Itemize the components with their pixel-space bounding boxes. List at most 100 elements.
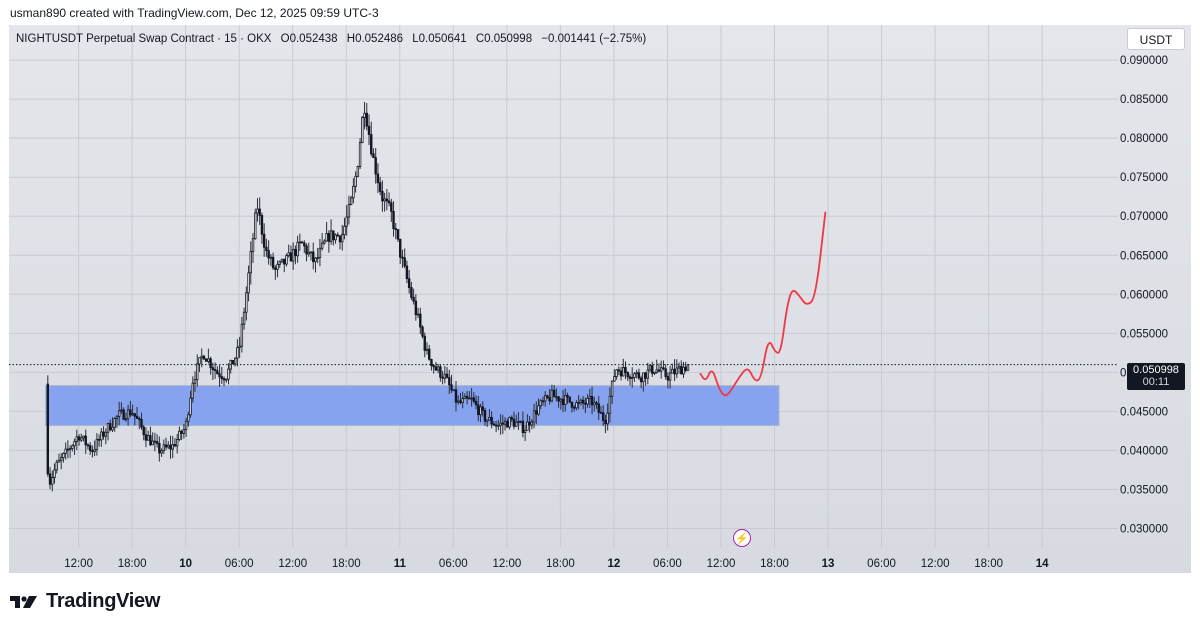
candle-up (461, 398, 464, 403)
candle-down (483, 409, 487, 422)
x-tick-label: 12:00 (707, 558, 736, 570)
candle-down (604, 420, 607, 425)
x-tick-label: 12 (608, 558, 621, 570)
candle-down (624, 367, 627, 373)
candle-up (526, 421, 529, 431)
candle-up (519, 420, 522, 423)
y-tick-label: 0.090000 (1120, 55, 1168, 67)
candle-down (144, 434, 148, 441)
candle-down (450, 384, 453, 391)
candle-up (579, 399, 583, 403)
candle-up (659, 367, 663, 372)
candle-up (242, 311, 246, 325)
candle-up (646, 369, 650, 379)
candle-down (448, 377, 451, 386)
y-tick-label: 0.040000 (1120, 445, 1168, 457)
candle-up (178, 430, 181, 440)
candle-down (459, 400, 462, 403)
candle-down (492, 423, 496, 426)
lightning-icon[interactable]: ⚡ (733, 529, 751, 547)
candle-up (383, 198, 386, 202)
candle-down (673, 368, 676, 375)
candle-down (367, 125, 371, 135)
candle-down (133, 413, 137, 417)
candle-down (204, 358, 208, 362)
legend-open: O0.052438 (280, 33, 338, 45)
candle-up (251, 238, 255, 252)
candle-down (506, 420, 509, 428)
candle-up (503, 420, 507, 425)
candle-down (510, 417, 513, 420)
candle-down (528, 421, 531, 426)
candle-up (497, 424, 500, 427)
tradingview-mark-icon (10, 595, 37, 608)
candle-down (153, 440, 157, 443)
candle-up (316, 257, 319, 260)
y-tick-label: 0.065000 (1120, 250, 1168, 262)
candle-up (53, 469, 56, 478)
y-tick-label: 0.060000 (1120, 289, 1168, 301)
candle-up (675, 367, 679, 375)
candle-down (428, 348, 431, 360)
legend-symbol: NIGHTUSDT Perpetual Swap Contract · 15 ·… (16, 33, 272, 45)
candle-up (452, 389, 455, 392)
candle-down (140, 419, 143, 428)
candle-up (167, 444, 170, 448)
candle-up (59, 457, 63, 461)
candle-down (465, 395, 469, 399)
x-tick-label: 12:00 (64, 558, 93, 570)
candle-up (323, 240, 326, 244)
candle-down (218, 373, 221, 378)
candle-up (171, 444, 174, 450)
candle-down (680, 365, 683, 375)
candle-down (512, 418, 516, 427)
candle-down (365, 112, 368, 127)
candle-up (608, 395, 612, 414)
candle-down (445, 373, 449, 378)
y-tick-label: 0.070000 (1120, 211, 1168, 223)
x-tick-label: 06:00 (225, 558, 254, 570)
candle-down (407, 278, 411, 288)
candle-down (419, 313, 422, 328)
chart-pane[interactable] (9, 25, 1191, 573)
candle-down (601, 412, 605, 421)
candle-up (146, 435, 150, 441)
candle-down (109, 423, 112, 431)
candle-down (666, 376, 670, 381)
candle-down (541, 400, 545, 403)
candle-up (610, 380, 614, 397)
candle-up (358, 142, 362, 167)
candle-up (314, 257, 317, 263)
candle-down (684, 366, 687, 371)
candle-down (305, 245, 308, 255)
support-zone-rect (45, 385, 780, 426)
candle-up (633, 373, 636, 378)
candle-down (561, 398, 565, 406)
candle-down (412, 296, 415, 302)
candle-down (405, 265, 409, 280)
candle-up (162, 444, 165, 452)
candle-down (84, 435, 87, 446)
candle-down (327, 233, 331, 242)
candle-up (198, 357, 201, 365)
candle-down (202, 355, 206, 360)
candle-down (180, 430, 183, 434)
candle-down (501, 422, 505, 425)
candle-up (285, 255, 288, 265)
candle-up (100, 431, 103, 441)
candle-up (298, 241, 302, 244)
candle-up (320, 242, 324, 249)
x-tick-label: 11 (394, 558, 407, 570)
currency-button[interactable]: USDT (1127, 28, 1185, 50)
candle-down (378, 182, 382, 192)
candle-up (347, 204, 351, 218)
candle-down (401, 256, 404, 259)
tradingview-logo[interactable]: TradingView (10, 590, 160, 613)
candle-up (532, 410, 536, 423)
candle-down (303, 242, 306, 247)
candle-up (276, 263, 279, 270)
legend-close: C0.050998 (475, 33, 533, 45)
candle-down (312, 251, 315, 263)
candle-down (570, 401, 574, 408)
